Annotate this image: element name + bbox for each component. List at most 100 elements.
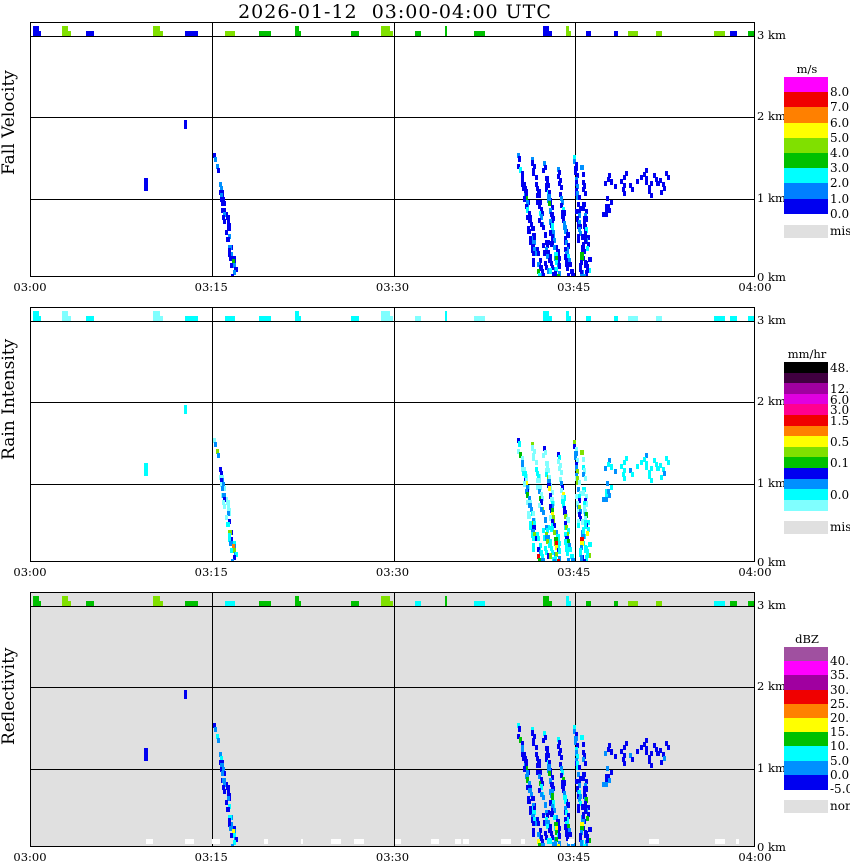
data-cell [551, 241, 555, 247]
data-cell [564, 524, 568, 530]
data-cell [258, 600, 272, 607]
data-cell [536, 474, 541, 480]
data-cell [605, 777, 609, 783]
colorbar-tick-label: 0.0 [830, 767, 850, 782]
data-cell [583, 508, 587, 514]
data-cell [664, 455, 669, 461]
data-cell [552, 556, 556, 561]
data-cell [578, 779, 582, 785]
data-cell [294, 30, 301, 37]
data-cell [636, 463, 640, 469]
data-cell [537, 839, 541, 845]
data-cell [661, 181, 665, 188]
data-cell [540, 777, 544, 783]
data-cell [578, 479, 582, 485]
data-cell [548, 553, 552, 559]
data-cell [531, 510, 536, 516]
y-axis-tick-label: 1 km [757, 475, 786, 490]
data-cell [229, 540, 233, 546]
data-cell [628, 600, 639, 607]
data-cell [294, 315, 301, 322]
data-cell [585, 786, 589, 792]
data-cell [658, 177, 662, 184]
data-cell [571, 842, 575, 846]
data-cell [630, 471, 634, 477]
data-cell [582, 472, 586, 478]
data-cell [559, 747, 563, 753]
data-cell [331, 839, 340, 844]
data-cell [522, 196, 526, 202]
plot-rain-intensity [30, 307, 755, 562]
data-cell [623, 190, 627, 196]
data-cell [529, 221, 534, 228]
data-cell [550, 785, 554, 791]
data-cell [554, 537, 558, 543]
data-cell [380, 25, 390, 31]
data-cell [601, 211, 605, 217]
data-cell [231, 273, 235, 276]
data-cell [557, 829, 561, 835]
data-cell [566, 835, 570, 841]
data-cell [474, 315, 485, 322]
data-cell [221, 189, 225, 195]
data-cell [294, 310, 299, 316]
data-cell [567, 839, 575, 844]
data-cell [517, 733, 521, 739]
data-cell [548, 760, 552, 766]
data-cell [652, 743, 656, 749]
data-cell [713, 315, 725, 322]
data-cell [589, 826, 593, 833]
data-cell [587, 837, 591, 844]
data-cell [523, 470, 527, 476]
data-cell [580, 164, 584, 171]
data-cell [221, 200, 225, 206]
data-cell [621, 186, 625, 192]
data-cell [61, 315, 72, 322]
data-cell [516, 437, 520, 444]
data-cell [553, 840, 558, 846]
data-cell [520, 744, 524, 750]
data-cell [380, 310, 390, 316]
data-cell [521, 741, 525, 747]
data-cell [33, 30, 42, 37]
data-cell [558, 170, 562, 176]
data-cell [578, 205, 582, 211]
data-cell [574, 732, 579, 738]
y-axis-tick-label: 0 km [757, 270, 786, 284]
data-cell [542, 528, 546, 534]
data-cell [463, 839, 469, 844]
data-cell [532, 171, 536, 177]
data-cell [585, 216, 589, 222]
data-cell [531, 726, 535, 733]
y-axis-reflectivity: 3 km 2 km 1 km 0 km [757, 592, 803, 854]
data-cell [221, 759, 225, 765]
data-cell [233, 832, 237, 839]
data-cell [613, 753, 617, 759]
data-cell [233, 262, 237, 269]
data-cell [537, 546, 541, 553]
data-cell [580, 825, 584, 832]
data-cell [545, 186, 549, 192]
data-cell [558, 270, 562, 276]
data-cell [543, 232, 548, 238]
y-axis-tick-label: 3 km [757, 27, 786, 42]
data-cell [545, 243, 549, 249]
data-cell [547, 193, 551, 200]
data-cell [568, 258, 572, 264]
data-cell [557, 263, 561, 269]
data-cell [550, 226, 554, 232]
gridline-horizontal [31, 687, 754, 689]
data-cell [532, 247, 537, 253]
gridline-vertical [574, 308, 576, 561]
data-cell [532, 828, 536, 834]
data-cell [414, 30, 421, 37]
data-cell [540, 791, 544, 797]
data-cell [214, 726, 218, 732]
data-cell [605, 195, 609, 201]
colorbar-tick-label: 1.0 [830, 191, 850, 206]
data-cell [153, 310, 160, 316]
data-cell [222, 215, 226, 221]
data-cell [584, 209, 589, 215]
data-cell [546, 809, 550, 815]
data-cell [542, 168, 546, 174]
